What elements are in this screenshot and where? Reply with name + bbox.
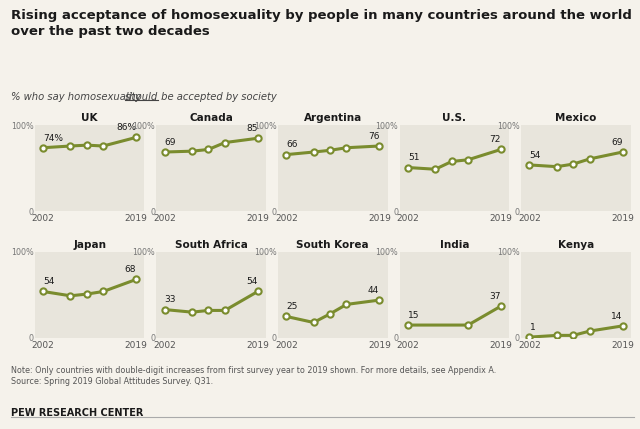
Text: % who say homosexuality: % who say homosexuality [11,92,144,102]
Text: Rising acceptance of homosexuality by people in many countries around the world
: Rising acceptance of homosexuality by pe… [11,9,632,39]
Text: 1: 1 [529,323,535,332]
Text: 51: 51 [408,153,419,162]
Text: be accepted by society: be accepted by society [158,92,277,102]
Text: 74%: 74% [43,133,63,142]
Text: 54: 54 [529,151,541,160]
Text: 69: 69 [611,138,623,147]
Text: 85: 85 [246,124,258,133]
Title: Argentina: Argentina [303,113,362,123]
Text: 72: 72 [490,135,501,144]
Title: UK: UK [81,113,98,123]
Title: Japan: Japan [73,240,106,250]
Text: PEW RESEARCH CENTER: PEW RESEARCH CENTER [11,408,143,418]
Text: 25: 25 [286,302,298,311]
Text: 76: 76 [368,132,380,141]
Title: Kenya: Kenya [558,240,594,250]
Text: should: should [125,92,158,102]
Text: 15: 15 [408,311,419,320]
Text: 69: 69 [164,138,176,147]
Text: 54: 54 [246,277,258,286]
Text: Note: Only countries with double-digit increases from first survey year to 2019 : Note: Only countries with double-digit i… [11,366,496,386]
Title: India: India [440,240,469,250]
Title: Canada: Canada [189,113,233,123]
Title: Mexico: Mexico [556,113,596,123]
Text: 37: 37 [490,292,501,301]
Text: 86%: 86% [116,123,136,132]
Title: U.S.: U.S. [442,113,467,123]
Title: South Korea: South Korea [296,240,369,250]
Text: 14: 14 [611,312,623,321]
Text: 54: 54 [43,277,54,286]
Text: 68: 68 [125,265,136,274]
Text: 66: 66 [286,140,298,149]
Text: 33: 33 [164,296,176,305]
Text: 44: 44 [368,286,380,295]
Title: South Africa: South Africa [175,240,248,250]
